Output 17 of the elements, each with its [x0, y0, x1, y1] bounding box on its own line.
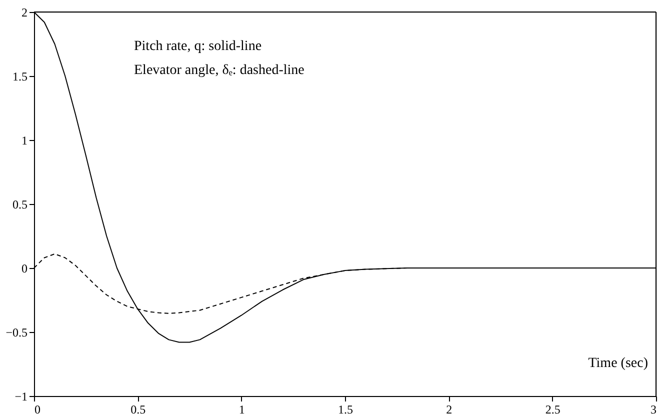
y-tick-label: 1	[22, 134, 28, 148]
x-axis-title: Time (sec)	[588, 356, 648, 371]
y-tick-label: −1	[14, 390, 28, 404]
y-tick-label: 0	[22, 262, 28, 276]
y-tick-label: 0.5	[12, 198, 28, 212]
x-tick-label: 2.5	[545, 402, 560, 416]
x-tick-label: 0	[34, 402, 40, 416]
x-tick-label: 1	[238, 402, 245, 416]
y-tick-label: 1.5	[12, 70, 28, 84]
y-tick-label: 2	[22, 6, 28, 20]
x-tick-label: 2	[446, 402, 452, 416]
x-tick-label: 3	[650, 402, 656, 416]
x-tick-label: 0.5	[130, 402, 146, 416]
annotation: Pitch rate, q: solid-line	[134, 39, 262, 54]
annotation: Elevator angle, δₑ: dashed-line	[134, 63, 304, 78]
y-tick-label: −0.5	[6, 326, 28, 340]
x-tick-label: 1.5	[338, 402, 353, 416]
